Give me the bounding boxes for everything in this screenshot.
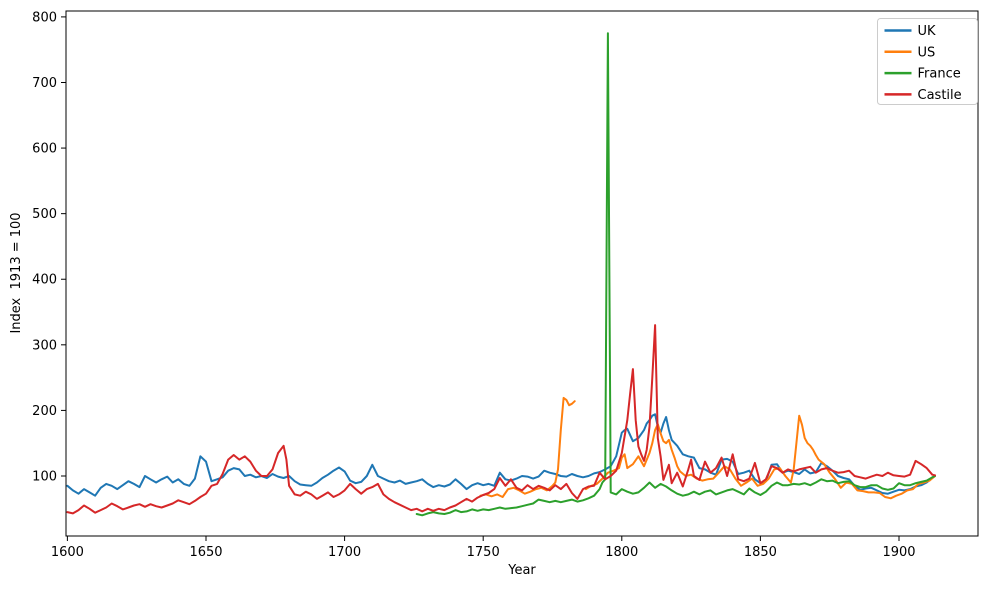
y-tick-label-400: 400 (32, 273, 57, 288)
x-axis-label: Year (507, 563, 536, 578)
legend: UK US France Castile (877, 18, 978, 105)
series-line-us (479, 396, 936, 500)
y-tick-label-800: 800 (32, 10, 57, 25)
y-tick-label-300: 300 (32, 338, 57, 353)
x-tick-label-1850: 1850 (744, 545, 777, 560)
legend-entry-castile: Castile (884, 88, 962, 103)
axis-ticks: 1600 1650 1700 1750 1800 1850 1900 100 200 300 400… (32, 10, 915, 560)
y-tick-label-600: 600 (32, 142, 57, 157)
legend-entry-france: France (884, 67, 961, 82)
legend-box (877, 18, 978, 105)
y-tick-label-500: 500 (32, 207, 57, 222)
x-tick-label-1800: 1800 (605, 545, 638, 560)
x-tick-label-1750: 1750 (467, 545, 500, 560)
legend-label-france: France (918, 67, 961, 82)
x-tick-label-1700: 1700 (328, 545, 361, 560)
legend-entry-us: US (884, 45, 936, 60)
legend-label-uk: UK (918, 24, 937, 39)
legend-entry-uk: UK (884, 24, 937, 39)
series-lines (66, 32, 936, 517)
axes-spines (65, 10, 979, 537)
axes-background (66, 11, 978, 536)
series-line-france (415, 32, 936, 517)
y-tick-label-700: 700 (32, 76, 57, 91)
y-tick-label-100: 100 (32, 469, 57, 484)
legend-label-us: US (918, 45, 936, 60)
y-axis-label: Index 1913 = 100 (9, 212, 24, 333)
series-line-castile (66, 324, 936, 515)
legend-label-castile: Castile (918, 88, 962, 103)
y-tick-label-200: 200 (32, 404, 57, 419)
x-tick-label-1900: 1900 (882, 545, 915, 560)
plot-area: 1600 1650 1700 1750 1800 1850 1900 100 200 300 400… (32, 10, 979, 560)
x-tick-label-1600: 1600 (51, 545, 84, 560)
x-tick-label-1650: 1650 (189, 545, 222, 560)
